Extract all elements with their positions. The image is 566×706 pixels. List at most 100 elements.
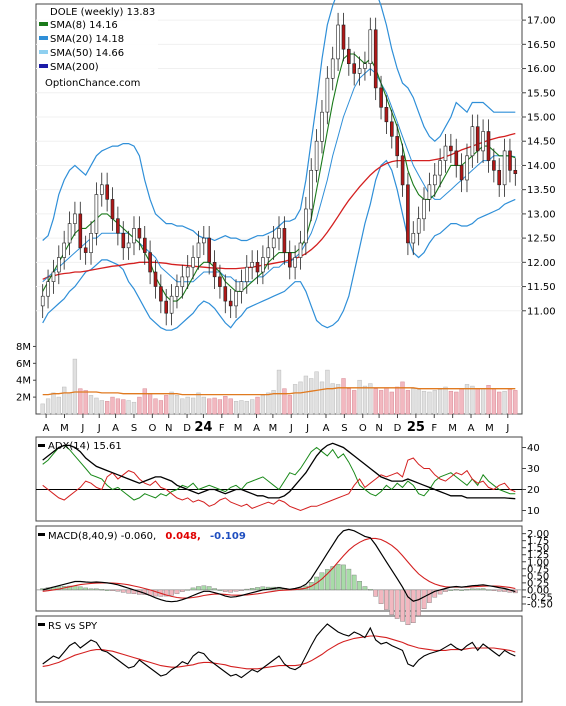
- volume-bar: [212, 397, 217, 415]
- price-candles: [40, 12, 518, 326]
- candle-up: [432, 174, 437, 186]
- candle-down: [212, 261, 217, 278]
- candle-down: [486, 131, 491, 161]
- x-tick-label: J: [305, 423, 309, 434]
- volume-bar: [405, 390, 411, 415]
- volume-bar: [378, 390, 384, 415]
- volume-bar: [464, 384, 470, 415]
- volume-bar: [470, 385, 475, 415]
- adx-tick-label: 20: [527, 485, 540, 496]
- macd-histogram-bar: [169, 589, 174, 596]
- price-tick-label: 12.50: [527, 234, 556, 245]
- macd-histogram-bar: [196, 586, 201, 591]
- volume-bar: [395, 386, 400, 415]
- price-tick-label: 11.50: [527, 282, 556, 293]
- candle-up: [357, 68, 362, 74]
- macd-tick-label: 2.00: [527, 529, 549, 540]
- price-tick-label: 14.00: [527, 161, 556, 172]
- volume-bar: [250, 399, 255, 415]
- candle-down: [121, 233, 126, 249]
- macd-tick-label: 0.00: [527, 585, 549, 596]
- macd-histogram-bar: [464, 589, 470, 591]
- macd-histogram-bar: [228, 589, 234, 593]
- candle-up: [169, 295, 174, 314]
- volume-bar: [335, 384, 341, 415]
- macd-histogram-bar: [88, 588, 94, 591]
- volume-bar: [362, 385, 368, 415]
- macd-histogram-bar: [335, 564, 341, 591]
- adx-label: ADX(14) 15.61: [48, 441, 122, 452]
- macd-histogram-bar: [389, 589, 395, 615]
- macd-histogram-bar: [83, 587, 89, 591]
- candle-up: [185, 266, 190, 278]
- x-tick-label: A: [112, 423, 119, 434]
- candle-down: [116, 218, 120, 234]
- legend-swatch-sma200: [39, 64, 48, 68]
- macd-histogram-bar: [496, 589, 502, 592]
- macd-tick-label: 0.75: [527, 564, 549, 575]
- macd-histogram-bar: [432, 589, 438, 598]
- x-tick-label: M: [234, 423, 243, 434]
- price-tick-label: 14.50: [527, 137, 556, 148]
- candle-down: [287, 252, 292, 268]
- macd-histogram-bar: [491, 589, 497, 591]
- volume-bar: [314, 371, 319, 415]
- volume-bar: [260, 395, 266, 415]
- volume-bar: [228, 398, 233, 415]
- volume-bar: [255, 396, 260, 415]
- candle-down: [346, 48, 351, 65]
- macd-histogram-bar: [357, 581, 362, 591]
- adx-tick-label: 10: [527, 506, 540, 517]
- candle-up: [293, 257, 297, 268]
- macd-histogram-bar: [362, 586, 368, 591]
- macd-histogram-bar: [384, 589, 389, 610]
- volume-tick-label: 8M: [16, 342, 31, 353]
- volume-bar: [352, 390, 357, 415]
- price-y-ticks: 11.00 11.50 12.00 12.50 13.00 13.50 14.00 14.50…: [522, 16, 556, 317]
- volume-bar: [486, 385, 491, 415]
- candle-down: [105, 184, 109, 200]
- macd-hist-value: -0.109: [210, 531, 246, 542]
- volume-bar: [126, 400, 131, 415]
- candle-down: [148, 252, 152, 273]
- candle-up: [277, 228, 281, 239]
- volume-bar: [142, 388, 147, 415]
- x-axis-labels: A M J J A S O N D 24 F M A M J J A S O N D 25 F M A M J: [43, 414, 509, 435]
- candle-up: [325, 77, 330, 113]
- macd-signal-line: [42, 537, 516, 599]
- candle-down: [454, 150, 459, 166]
- price-tick-label: 13.00: [527, 209, 556, 220]
- volume-bar: [201, 396, 206, 415]
- macd-histogram-bar: [163, 589, 169, 597]
- volume-bar: [421, 390, 427, 415]
- candle-up: [46, 281, 50, 297]
- volume-bar: [121, 399, 126, 415]
- macd-histogram-bar: [115, 589, 121, 592]
- macd-value: MACD(8,40,9) -0.060,: [48, 531, 156, 542]
- candle-up: [304, 208, 308, 244]
- volume-bar: [266, 392, 271, 415]
- sma20-line: [42, 67, 516, 283]
- macd-histogram-bar: [319, 572, 325, 591]
- macd-tick-label: 0.25: [527, 578, 549, 589]
- volume-bar: [319, 381, 325, 415]
- candle-up: [94, 194, 99, 234]
- volume-bar: [207, 398, 212, 415]
- volume-bar: [196, 392, 201, 415]
- volume-y-ticks: 2M 4M 6M 8M: [16, 342, 36, 404]
- candle-up: [132, 228, 136, 244]
- price-tick-label: 16.50: [527, 40, 556, 51]
- x-tick-label: S: [341, 423, 347, 434]
- macd-histogram-bar: [421, 589, 427, 610]
- x-tick-label: M: [448, 423, 457, 434]
- macd-histogram-bar: [486, 589, 491, 591]
- legend-swatch-sma20: [39, 36, 48, 40]
- x-tick-label: A: [43, 423, 50, 434]
- candle-up: [443, 145, 448, 161]
- adx-tick-label: 40: [527, 443, 540, 454]
- volume-bar: [40, 403, 45, 415]
- x-tick-label: J: [97, 423, 101, 434]
- macd-tick-label: -0.50: [527, 599, 553, 610]
- macd-histogram-bar: [153, 589, 158, 597]
- volume-bar: [115, 398, 121, 415]
